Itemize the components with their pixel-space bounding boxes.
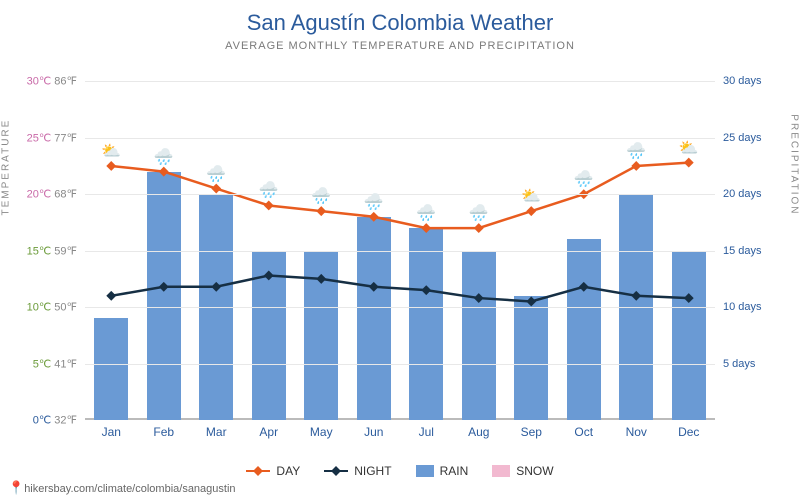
y-tick-left: 30℃ 86℉ <box>27 75 77 88</box>
weather-icon: 🌧️ <box>467 205 491 223</box>
legend-swatch <box>492 465 510 477</box>
weather-icon: 🌧️ <box>572 171 596 189</box>
legend-marker <box>324 470 348 472</box>
legend-swatch <box>416 465 434 477</box>
legend-marker <box>246 470 270 472</box>
night-marker <box>421 285 431 295</box>
day-marker <box>369 212 379 222</box>
weather-icon: 🌧️ <box>362 194 386 212</box>
weather-icon: 🌧️ <box>152 149 176 167</box>
day-marker <box>684 158 694 168</box>
y-tick-left: 25℃ 77℉ <box>27 131 77 144</box>
weather-icon: 🌧️ <box>624 143 648 161</box>
weather-icon: 🌧️ <box>204 166 228 184</box>
y-tick-right: 20 days <box>723 188 762 200</box>
footer: 📍hikersbay.com/climate/colombia/sanagust… <box>8 480 236 496</box>
line-series <box>85 70 715 420</box>
day-marker <box>631 161 641 171</box>
legend-item-snow: SNOW <box>492 464 553 478</box>
weather-icon: 🌧️ <box>257 182 281 200</box>
night-marker <box>684 293 694 303</box>
x-tick: Aug <box>453 425 506 445</box>
x-tick: Feb <box>138 425 191 445</box>
day-marker <box>474 223 484 233</box>
weather-icon: 🌧️ <box>414 205 438 223</box>
night-marker <box>369 282 379 292</box>
night-marker <box>211 282 221 292</box>
y-tick-right: 10 days <box>723 301 762 313</box>
day-marker <box>106 161 116 171</box>
day-marker <box>264 201 274 211</box>
y-tick-left: 5℃ 41℉ <box>33 357 77 370</box>
night-line <box>111 275 689 301</box>
y-tick-left: 10℃ 50℉ <box>27 301 77 314</box>
gridline <box>85 307 715 308</box>
x-tick: May <box>295 425 348 445</box>
gridline <box>85 364 715 365</box>
night-marker <box>106 291 116 301</box>
day-line <box>111 163 689 228</box>
legend-label: DAY <box>276 464 300 478</box>
day-marker <box>316 206 326 216</box>
y-tick-left: 15℃ 59℉ <box>27 244 77 257</box>
y-tick-right: 15 days <box>723 245 762 257</box>
weather-icon: ⛅ <box>677 140 701 158</box>
weather-icon: 🌧️ <box>309 188 333 206</box>
x-tick: Jul <box>400 425 453 445</box>
weather-icon: ⛅ <box>519 188 543 206</box>
night-marker <box>631 291 641 301</box>
y-tick-right: 5 days <box>723 358 755 370</box>
night-marker <box>264 271 274 281</box>
x-tick: Oct <box>558 425 611 445</box>
x-tick: Jun <box>348 425 401 445</box>
gridline <box>85 81 715 82</box>
night-marker <box>316 274 326 284</box>
night-marker <box>579 282 589 292</box>
y-tick-left: 0℃ 32℉ <box>33 414 77 427</box>
y-axis-left: 0℃ 32℉5℃ 41℉10℃ 50℉15℃ 59℉20℃ 68℉25℃ 77℉… <box>0 70 85 420</box>
legend-item-rain: RAIN <box>416 464 469 478</box>
weather-chart: San Agustín Colombia Weather AVERAGE MON… <box>0 0 800 500</box>
x-tick: Dec <box>663 425 716 445</box>
x-tick: Mar <box>190 425 243 445</box>
gridline <box>85 138 715 139</box>
y-tick-right: 25 days <box>723 132 762 144</box>
x-tick: Nov <box>610 425 663 445</box>
x-tick: Jan <box>85 425 138 445</box>
legend-label: RAIN <box>440 464 469 478</box>
x-tick: Sep <box>505 425 558 445</box>
legend-label: SNOW <box>516 464 553 478</box>
night-marker <box>474 293 484 303</box>
day-marker <box>526 206 536 216</box>
day-marker <box>159 167 169 177</box>
y-axis-right: 5 days 10 days 15 days 20 days 25 days 30 day… <box>715 70 800 420</box>
gridline <box>85 251 715 252</box>
gridline <box>85 194 715 195</box>
legend: DAY NIGHT RAIN SNOW <box>0 464 800 478</box>
legend-item-day: DAY <box>246 464 300 478</box>
day-marker <box>211 184 221 194</box>
night-marker <box>526 297 536 307</box>
legend-item-night: NIGHT <box>324 464 391 478</box>
legend-label: NIGHT <box>354 464 391 478</box>
y-tick-right: 30 days <box>723 75 762 87</box>
night-marker <box>159 282 169 292</box>
x-axis: JanFebMarAprMayJunJulAugSepOctNovDec <box>85 425 715 445</box>
day-marker <box>421 223 431 233</box>
footer-url: hikersbay.com/climate/colombia/sanagusti… <box>24 483 235 495</box>
y-tick-left: 20℃ 68℉ <box>27 188 77 201</box>
x-tick: Apr <box>243 425 296 445</box>
plot-area: ⛅ 🌧️ 🌧️ 🌧️ 🌧️ 🌧️ 🌧️ 🌧️ ⛅ 🌧️ 🌧️ ⛅ <box>85 70 715 420</box>
chart-title: San Agustín Colombia Weather <box>0 0 800 36</box>
chart-subtitle: AVERAGE MONTHLY TEMPERATURE AND PRECIPIT… <box>0 40 800 52</box>
weather-icon: ⛅ <box>99 143 123 161</box>
map-pin-icon: 📍 <box>8 480 24 495</box>
